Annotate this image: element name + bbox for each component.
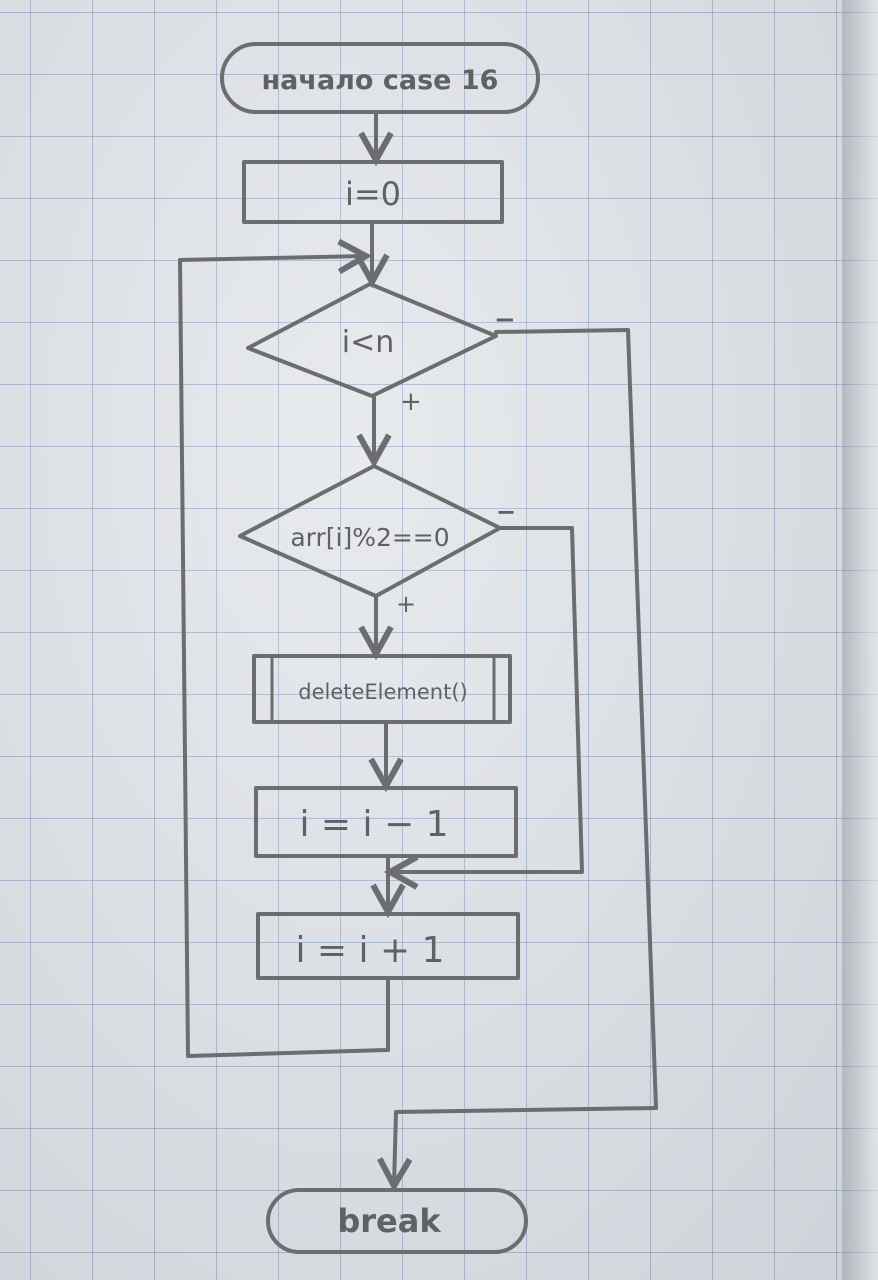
- start-label: начало case 16: [262, 65, 499, 96]
- loop-no-label: −: [494, 305, 516, 335]
- start-terminator: начало case 16: [220, 42, 540, 114]
- increment-label: i = i + 1: [295, 930, 444, 971]
- loop-exit-line: [394, 328, 658, 1186]
- init-label: i=0: [345, 175, 401, 213]
- delete-element-subroutine: deleteElement(): [252, 654, 512, 724]
- increment-process: i = i + 1: [256, 912, 520, 980]
- decrement-label: i = i − 1: [299, 804, 448, 845]
- init-process: i=0: [242, 160, 504, 224]
- even-decision: arr[i]%2==0 + −: [238, 464, 516, 618]
- loop-back-line: [178, 256, 390, 1058]
- end-label: break: [337, 1202, 441, 1240]
- even-no-branch-line: [390, 526, 584, 872]
- even-condition-label: arr[i]%2==0: [290, 523, 449, 552]
- even-no-label: −: [496, 498, 516, 526]
- loop-decision: i<n + −: [246, 282, 516, 417]
- loop-yes-label: +: [400, 387, 422, 417]
- notebook-edge: [842, 0, 878, 1280]
- even-yes-label: +: [396, 590, 416, 618]
- decrement-process: i = i − 1: [254, 786, 518, 858]
- end-terminator: break: [266, 1188, 528, 1254]
- loop-condition-label: i<n: [342, 325, 395, 360]
- subroutine-label: deleteElement(): [298, 680, 468, 704]
